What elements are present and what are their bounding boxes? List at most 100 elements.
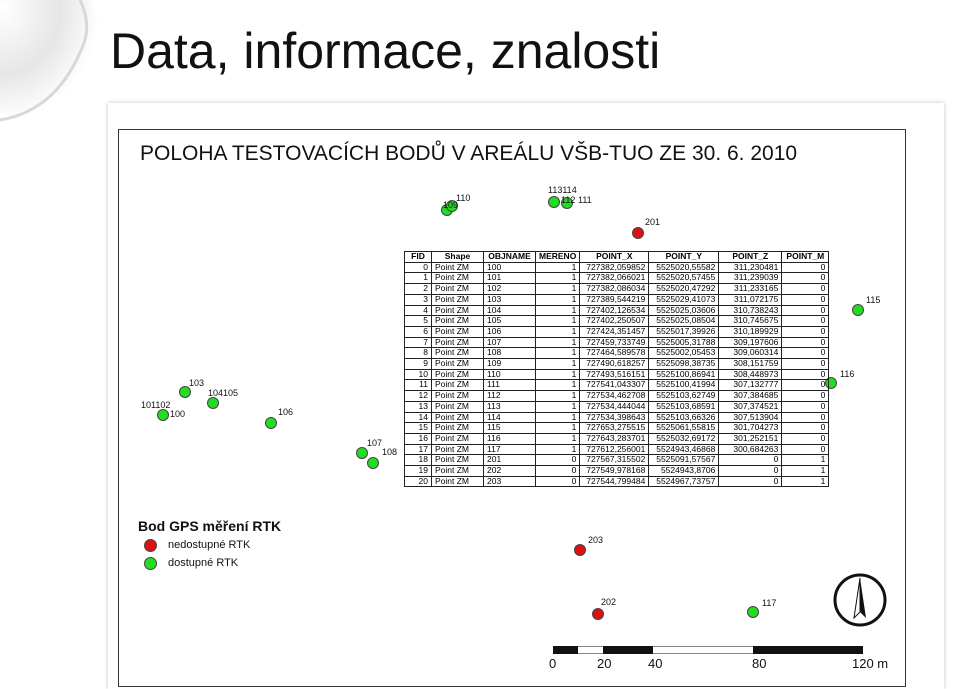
- table-cell: 727544,799484: [579, 475, 650, 488]
- table-cell: 0: [781, 379, 830, 392]
- point-104-marker[interactable]: [207, 397, 219, 409]
- table-cell: 5524967,73757: [648, 475, 720, 488]
- table-row: 9 Point ZM 109 1 727490,618257 5525098,38735 3…: [404, 358, 830, 370]
- table-cell: 1: [534, 272, 581, 285]
- scale-label-120: 120 m: [852, 656, 889, 671]
- table-cell: 0: [781, 283, 830, 295]
- point-103-marker[interactable]: [179, 386, 191, 398]
- table-cell: 5525025,03606: [648, 304, 720, 317]
- table-cell: 0: [781, 325, 830, 338]
- table-cell: Point ZM: [431, 443, 484, 456]
- table-row: 7 Point ZM 107 1 727459,733749 5525005,31788 3…: [404, 336, 830, 349]
- point-108-marker[interactable]: [367, 457, 379, 469]
- point-label-201: 201: [645, 217, 661, 227]
- point-107-marker[interactable]: [356, 447, 368, 459]
- table-cell: 5525100,41994: [648, 379, 720, 392]
- table-cell: 727459,733749: [579, 336, 650, 349]
- table-cell: 1: [534, 325, 581, 338]
- table-cell: 5525002,05453: [648, 347, 720, 360]
- table-cell: 727389,544219: [579, 293, 650, 306]
- table-cell: 307,374521: [718, 400, 783, 413]
- table-cell: 1: [404, 272, 432, 285]
- table-cell: 5525100,86941: [648, 368, 720, 381]
- map-title: POLOHA TESTOVACÍCH BODŮ V AREÁLU VŠB-TUO…: [140, 142, 798, 165]
- point-117-marker[interactable]: [747, 606, 759, 618]
- table-cell: 5525098,38735: [648, 358, 720, 370]
- column-header: Shape: [431, 251, 484, 263]
- table-cell: 727534,462708: [579, 390, 650, 402]
- table-cell: 17: [404, 443, 432, 456]
- table-cell: 727490,618257: [579, 358, 650, 370]
- table-cell: 727612,256001: [579, 443, 650, 456]
- legend-available-label: dostupné RTK: [168, 557, 239, 569]
- table-cell: Point ZM: [431, 325, 484, 338]
- point-label-116: 116: [840, 369, 855, 379]
- table-cell: 1: [534, 261, 581, 274]
- table-row: 15 Point ZM 115 1 727653,275515 5525061,55815…: [404, 422, 830, 434]
- table-cell: 5525103,62749: [648, 390, 720, 402]
- point-110-marker[interactable]: [446, 200, 458, 212]
- point-111-marker[interactable]: [561, 197, 573, 209]
- table-cell: 727424,351457: [579, 325, 650, 338]
- point-label-104105: 104105: [208, 388, 239, 398]
- point-202-marker[interactable]: [592, 608, 604, 620]
- table-cell: 301,252151: [718, 432, 783, 445]
- table-cell: 115: [483, 422, 536, 434]
- point-203-marker[interactable]: [574, 544, 586, 556]
- table-cell: 727464,589578: [579, 347, 650, 360]
- point-label-108: 108: [382, 447, 398, 457]
- legend-title: Bod GPS měření RTK: [138, 518, 282, 534]
- point-label-112: 112: [561, 195, 576, 205]
- table-row: 11 Point ZM 111 1 727541,043307 5525100,41994…: [404, 379, 830, 392]
- table-cell: 102: [483, 283, 536, 295]
- table-cell: Point ZM: [431, 411, 484, 424]
- point-label-100: 100: [170, 409, 186, 419]
- table-cell: 308,448973: [718, 368, 783, 381]
- table-cell: 5525061,55815: [648, 422, 720, 434]
- column-header: FID: [404, 251, 432, 263]
- table-cell: 5525005,31788: [648, 336, 720, 349]
- table-cell: 0: [718, 475, 783, 488]
- table-cell: 5524943,8706: [648, 465, 720, 477]
- table-header-row: FID Shape OBJNAME MERENO POINT_X POINT_Y POINT…: [404, 251, 830, 263]
- attribute-table: FID Shape OBJNAME MERENO POINT_X POINT_Y POINT…: [404, 251, 830, 488]
- point-100-marker[interactable]: [157, 409, 169, 421]
- table-cell: Point ZM: [431, 358, 484, 370]
- table-cell: 727382,086034: [579, 283, 650, 295]
- table-cell: 201: [483, 454, 536, 467]
- table-cell: 116: [483, 432, 536, 445]
- scale-bar: [553, 646, 863, 654]
- table-cell: 1: [534, 358, 581, 370]
- table-cell: 310,189929: [718, 325, 783, 338]
- table-cell: 727567,315502: [579, 454, 650, 467]
- table-row: 6 Point ZM 106 1 727424,351457 5525017,39926 3…: [404, 325, 830, 338]
- table-cell: 727382,066021: [579, 272, 650, 285]
- table-row: 14 Point ZM 114 1 727534,398643 5525103,66326…: [404, 411, 830, 424]
- table-cell: 5: [404, 315, 432, 327]
- table-cell: 1: [781, 454, 830, 467]
- table-cell: 0: [781, 336, 830, 349]
- table-cell: Point ZM: [431, 261, 484, 274]
- table-cell: 1: [534, 390, 581, 402]
- table-cell: 6: [404, 325, 432, 338]
- table-row: 8 Point ZM 108 1 727464,589578 5525002,05453 3…: [404, 347, 830, 360]
- table-row: 4 Point ZM 104 1 727402,126534 5525025,03606 3…: [404, 304, 830, 317]
- table-cell: 109: [483, 358, 536, 370]
- scale-label-80: 80: [752, 656, 767, 671]
- table-cell: 1: [534, 400, 581, 413]
- table-cell: 311,230481: [718, 261, 783, 274]
- point-label-117: 117: [762, 598, 777, 608]
- table-cell: 1: [534, 422, 581, 434]
- table-cell: 311,233165: [718, 283, 783, 295]
- slide-corner-decoration: [0, 0, 100, 122]
- point-115-marker[interactable]: [852, 304, 864, 316]
- table-cell: 0: [781, 358, 830, 370]
- point-106-marker[interactable]: [265, 417, 277, 429]
- table-cell: 19: [404, 465, 432, 477]
- table-cell: 311,239039: [718, 272, 783, 285]
- table-row: 13 Point ZM 113 1 727534,444044 5525103,68591…: [404, 400, 830, 413]
- table-cell: 104: [483, 304, 536, 317]
- point-113-marker[interactable]: [548, 196, 560, 208]
- table-cell: 5525020,55582: [648, 261, 720, 274]
- point-201-marker[interactable]: [632, 227, 644, 239]
